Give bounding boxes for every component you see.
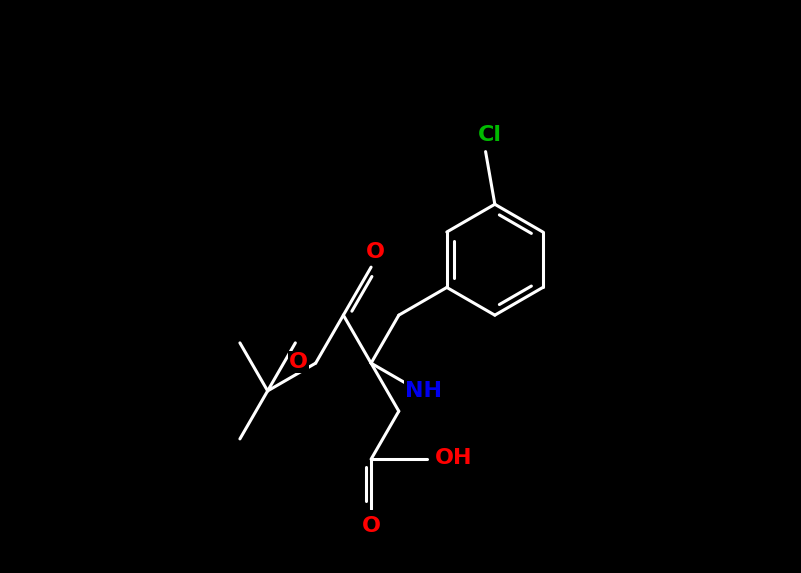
Text: O: O <box>289 352 308 372</box>
Text: O: O <box>365 242 384 262</box>
Text: NH: NH <box>405 380 442 401</box>
Text: O: O <box>361 516 380 536</box>
Text: Cl: Cl <box>477 125 501 144</box>
Text: OH: OH <box>435 448 473 468</box>
